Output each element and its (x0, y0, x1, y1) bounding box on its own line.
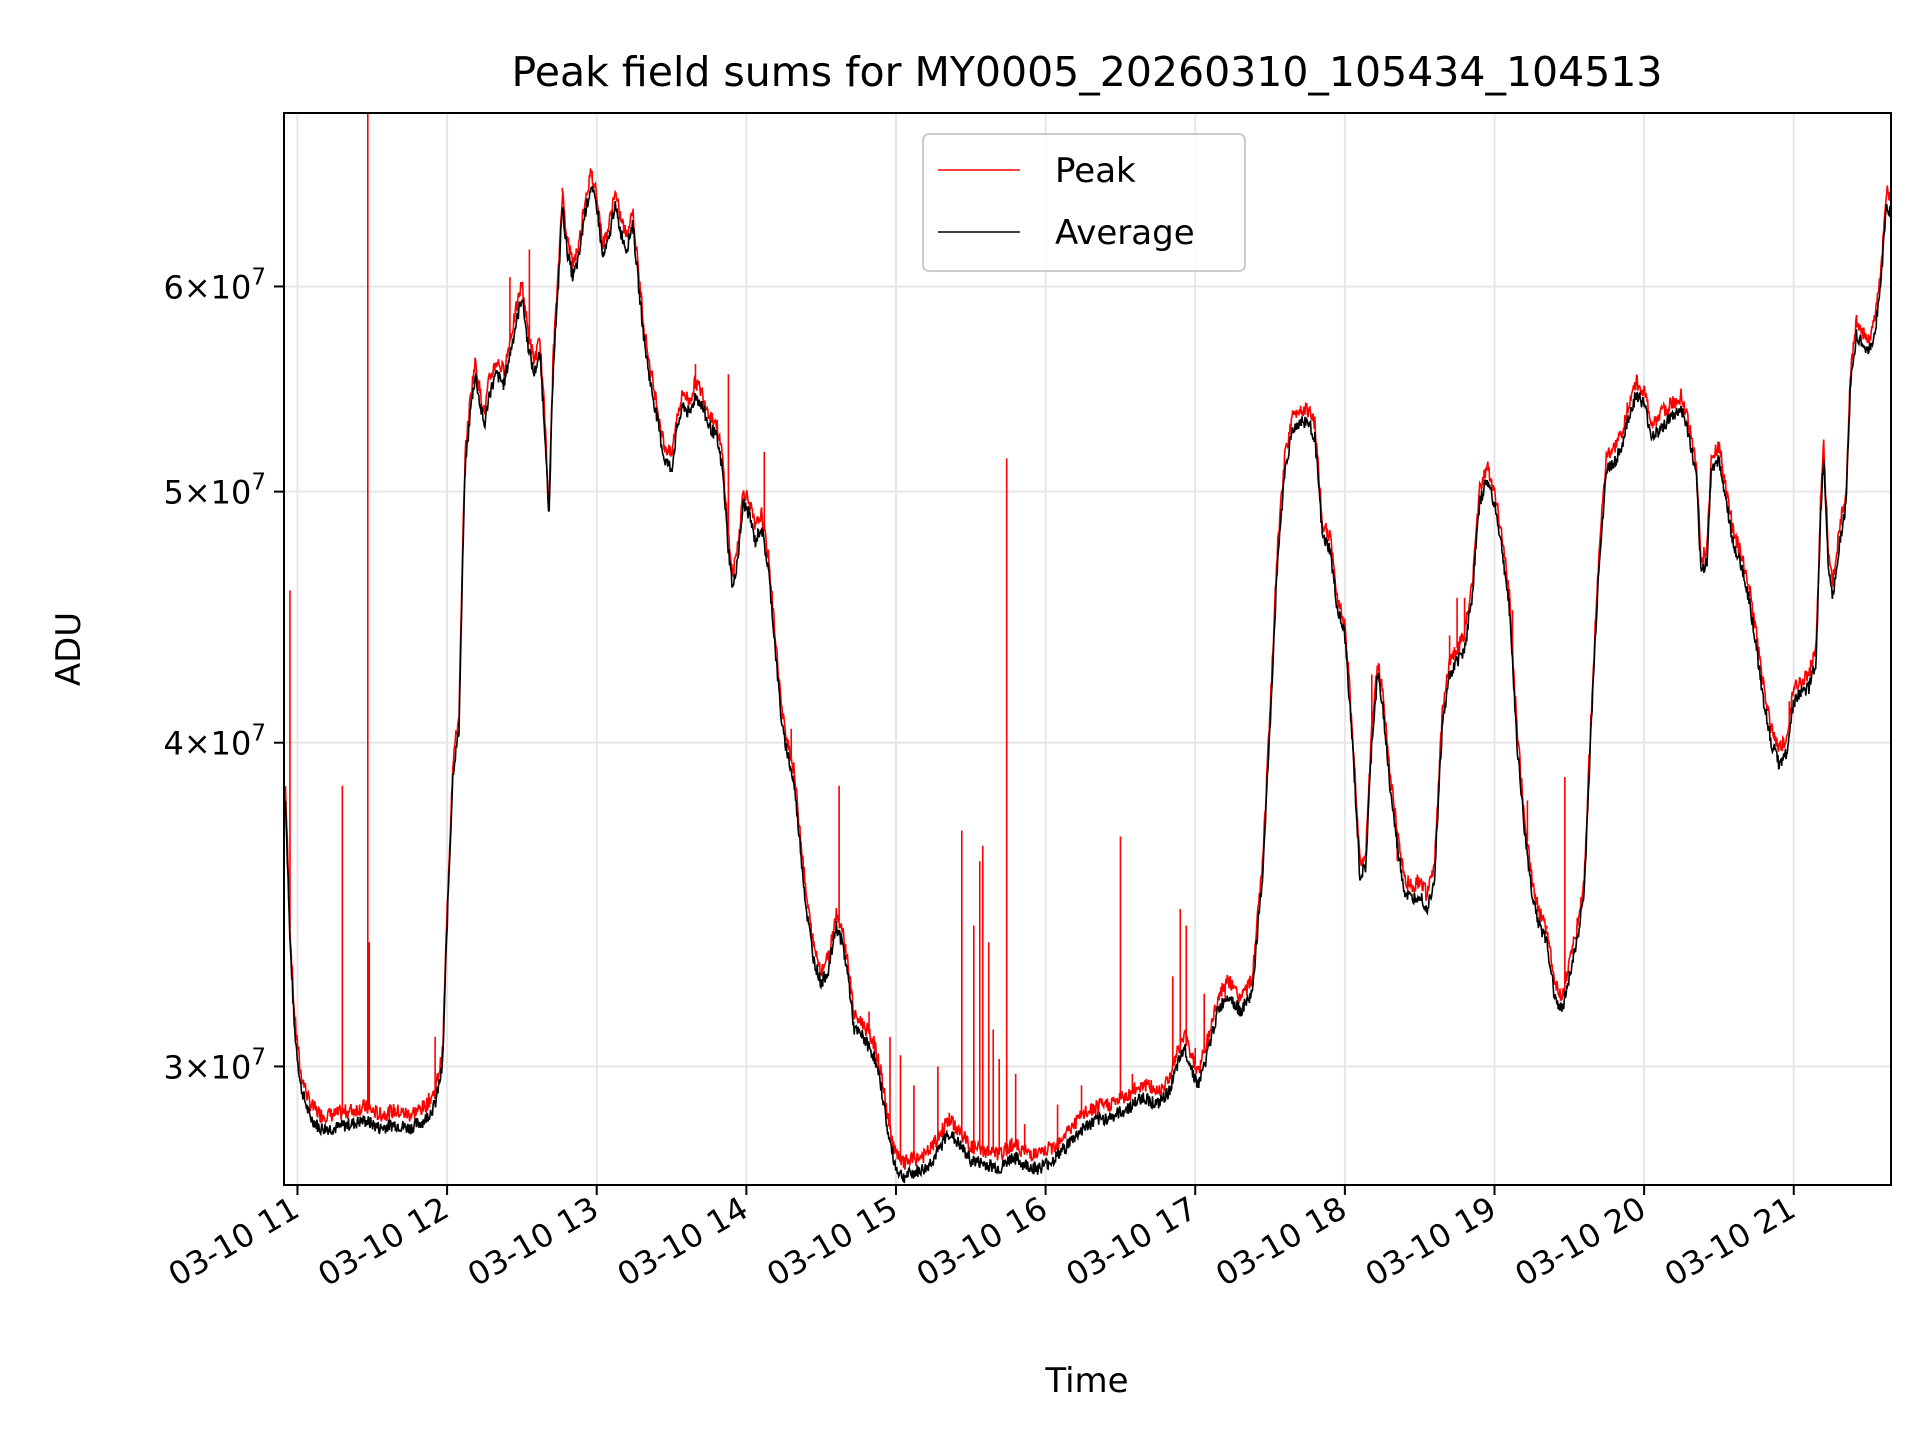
x-axis-ticks: 03-10 11 03-10 12 03-10 13 03-10 14 03-10 15… (162, 1185, 1802, 1294)
legend: Peak Average (922, 133, 1246, 272)
x-tick-label: 03-10 19 (1359, 1189, 1503, 1294)
y-axis-ticks: 3×107 4×107 5×107 6×107 (163, 264, 284, 1086)
y-tick-label: 5×107 (163, 470, 266, 512)
average-series (284, 185, 1891, 1184)
x-tick-label: 03-10 13 (461, 1189, 605, 1294)
x-tick-label: 03-10 20 (1509, 1189, 1653, 1294)
x-tick-label: 03-10 11 (162, 1189, 306, 1294)
x-axis-label: Time (1044, 1361, 1128, 1401)
y-tick-label: 3×107 (163, 1044, 266, 1086)
y-axis-label: ADU (49, 612, 89, 686)
y-tick-label: 4×107 (163, 721, 266, 763)
x-tick-label: 03-10 18 (1209, 1189, 1353, 1294)
y-tick-label: 6×107 (163, 264, 266, 306)
chart-title: Peak field sums for MY0005_20260310_1054… (512, 48, 1663, 96)
plot-frame (283, 112, 1892, 1186)
peak-line (284, 168, 1891, 1170)
x-tick-label: 03-10 14 (611, 1189, 755, 1294)
average-line (284, 185, 1891, 1184)
x-tick-label: 03-10 12 (311, 1189, 455, 1294)
x-tick-label: 03-10 17 (1060, 1189, 1204, 1294)
peak-series (284, 113, 1891, 1170)
x-tick-label: 03-10 15 (760, 1189, 904, 1294)
legend-average-label: Average (1055, 213, 1195, 253)
x-tick-label: 03-10 16 (910, 1189, 1054, 1294)
grid-lines (284, 113, 1891, 1185)
legend-box (922, 133, 1246, 272)
legend-peak-label: Peak (1055, 151, 1136, 191)
x-tick-label: 03-10 21 (1658, 1189, 1802, 1294)
